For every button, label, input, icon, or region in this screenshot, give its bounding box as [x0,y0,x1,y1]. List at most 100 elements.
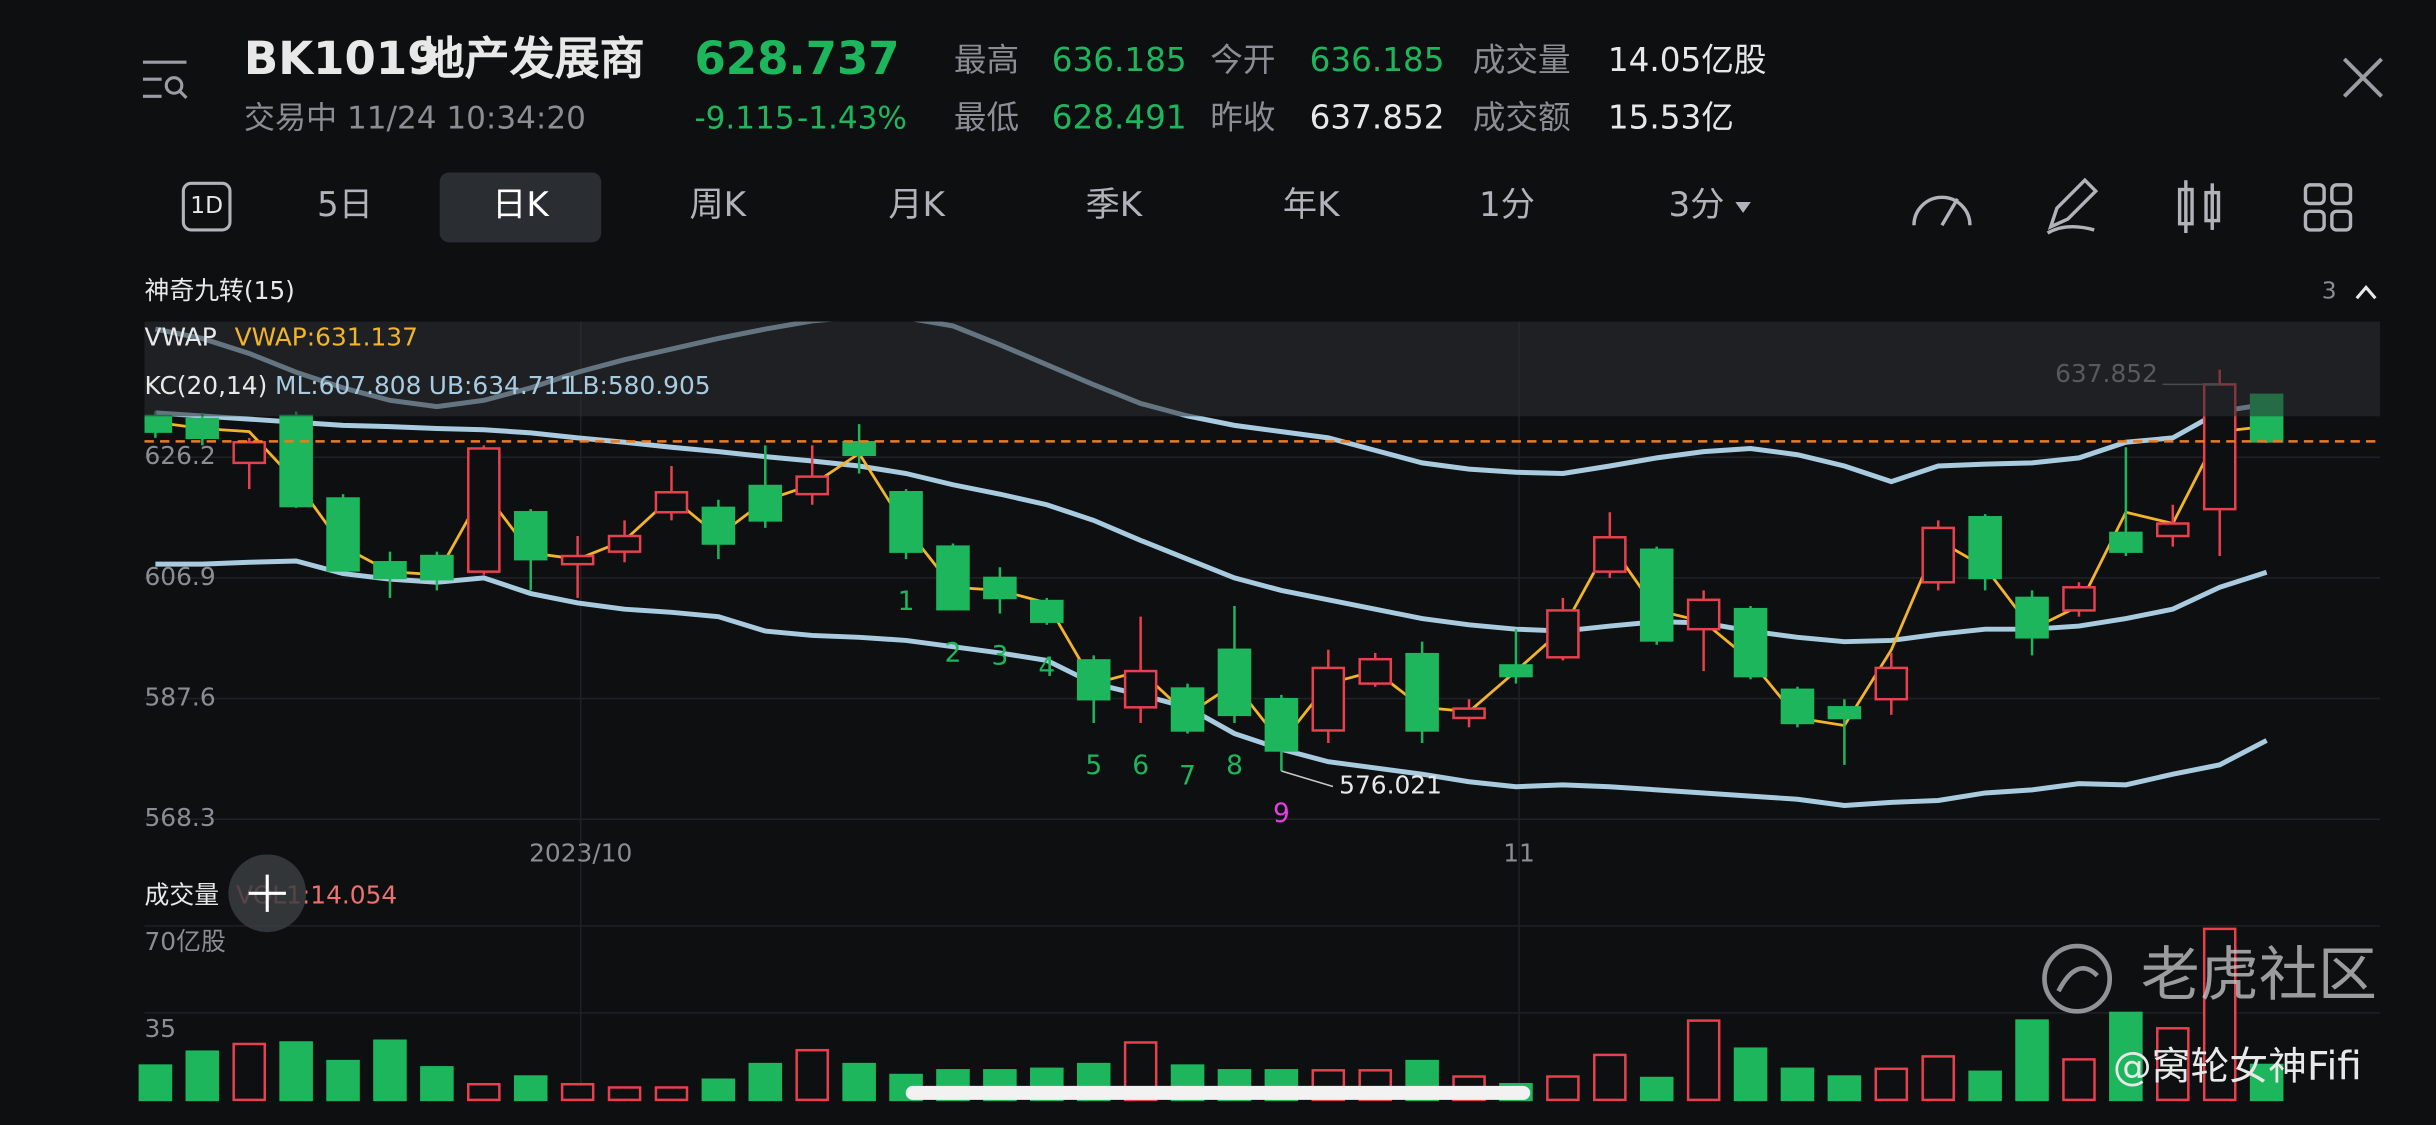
stat-label: 最高 [954,41,1019,79]
candle-body [607,534,642,553]
speed-icon[interactable] [1912,195,1972,226]
volume-bar [1968,1070,2002,1102]
volume-bar [607,1086,642,1102]
legend-text: UB:634.711 [429,371,575,400]
volume-bar [2156,1027,2190,1102]
candle-body [1030,599,1064,623]
stat-value: 636.185 [1310,41,1445,79]
x-tick-label: 2023/10 [529,838,632,867]
volume-bar [138,1064,173,1102]
watermark-logo [2042,943,2113,1014]
candle-body [2015,596,2049,639]
stock-name: 地产发展商 [419,32,644,85]
td-label: 3 [991,641,1008,672]
candle-body [1311,666,1346,732]
candle-body [1217,648,1252,717]
candle-body [2109,531,2143,553]
volume-bar [2062,1058,2096,1102]
kc-line [155,558,2268,808]
candle-body [326,497,360,572]
volume-bar [2015,1019,2049,1102]
crosshair-button[interactable] [228,854,307,933]
tab[interactable]: 5日 [317,185,373,225]
volume-bar [2249,1063,2284,1102]
candle-body [1686,598,1721,631]
td-label: 6 [1132,750,1149,781]
candle-body [654,491,689,514]
volume-bar [2202,927,2237,1102]
dropdown-arrow[interactable] [1735,201,1751,213]
candle-body [842,441,876,456]
watermark-brand: 老虎社区 [2141,940,2377,1009]
crosshair-icon [248,874,286,912]
grid-icon[interactable] [2330,209,2353,232]
draw-icon[interactable] [2046,177,2099,235]
candle-body [889,491,923,553]
volume-tick-label: 35 [145,1014,177,1043]
low-label: 576.021 [1339,771,1442,800]
candle-body [279,414,313,508]
volume-bar [513,1075,548,1102]
tab[interactable]: 1分 [1479,185,1535,225]
candle-body [1264,697,1299,752]
menu-button[interactable] [142,60,188,99]
tab[interactable]: 年K [1283,185,1341,225]
volume-bar [2109,1011,2143,1102]
stat-label: 成交量 [1473,41,1571,79]
grid-icon[interactable] [2330,183,2353,206]
candle-body [1170,687,1205,732]
tab-icon[interactable]: 1D [190,192,223,219]
candle-body [1358,657,1392,685]
td-label: 1 [898,586,915,617]
stat-label: 昨收 [1210,99,1275,137]
legend-text: LB:580.905 [569,371,711,400]
volume-bar [326,1059,360,1102]
candle-body [1593,536,1627,573]
candle-body [1076,659,1111,701]
td-label: 5 [1085,750,1102,781]
candle-body [1639,548,1674,642]
close-button[interactable] [2342,57,2383,98]
candle-body [2062,586,2096,612]
x-tick-label: 11 [1503,838,1535,867]
candle-body [420,554,454,581]
stock-code: BK1019 [244,32,439,85]
legend-text: KC(20,14) [145,371,268,400]
watermark-user: @窝轮女神Fifi [2113,1044,2362,1089]
td-label: 7 [1179,761,1196,792]
volume-bar [373,1039,407,1102]
tab[interactable]: 月K [888,185,946,225]
collapse-arrow[interactable] [2355,285,2377,300]
candle-body [1874,666,1909,701]
volume-bar [748,1062,783,1102]
candle-body [1921,526,1955,584]
candle-body [2156,522,2190,538]
tab[interactable]: 季K [1086,185,1144,225]
price-change: -9.115 [694,101,794,137]
tab[interactable]: 周K [689,185,747,225]
indicator-count[interactable]: 3 [2322,278,2337,305]
home-indicator [905,1085,1531,1100]
stat-label: 今开 [1210,41,1275,79]
tab-icon-box[interactable] [181,181,232,232]
tab[interactable]: 日K [492,185,550,225]
candle-body [795,475,829,496]
volume-bar [185,1050,220,1102]
volume-bar [1733,1047,1768,1102]
stat-value: 636.185 [1052,41,1187,79]
y-tick-label: 587.6 [145,683,216,712]
tabs: 5日 日K 周K 月K 季K 年K 1分 3分 [317,185,1724,225]
kc-line [155,410,2268,645]
volume-bar [654,1086,689,1102]
watermark: 老虎社区 @窝轮女神Fifi [2042,940,2377,1089]
tab[interactable]: 3分 [1669,185,1725,225]
price-chart: 568.3587.6606.9626.22023/1011637.852576.… [145,321,2381,1100]
grid-icon[interactable] [2303,183,2326,206]
grid-icon[interactable] [2303,209,2326,232]
indicator-title: 神奇九转(15) [145,276,295,305]
low-leader [1281,770,1334,788]
candle-body [513,511,548,561]
